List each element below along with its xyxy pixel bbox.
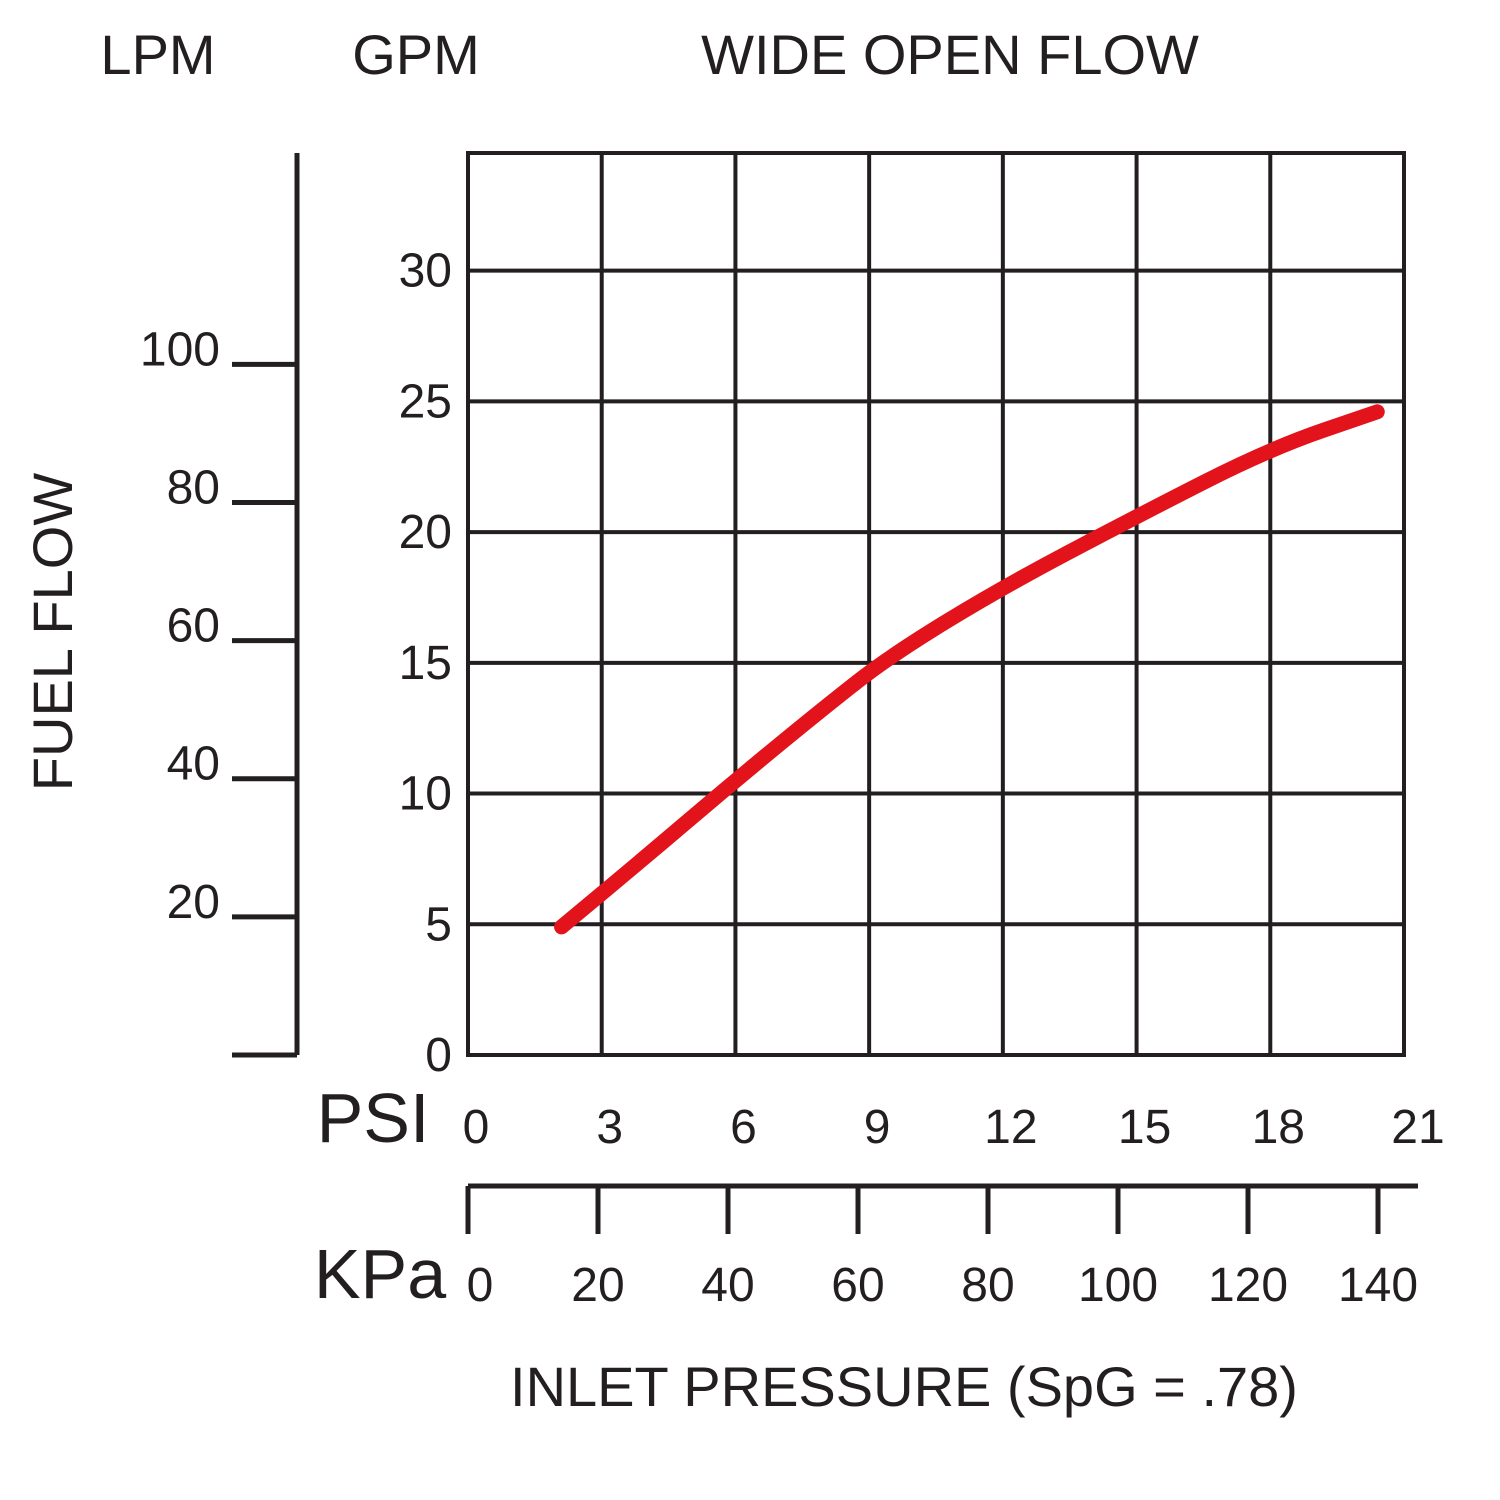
psi-axis-ticks: 0 3 6 9 12 15 18 21 xyxy=(463,1101,1445,1154)
psi-tick-label: 18 xyxy=(1252,1101,1305,1154)
kpa-tick-label: 60 xyxy=(831,1259,884,1312)
series-layer xyxy=(554,404,1385,935)
flow-curve xyxy=(554,404,1385,935)
lpm-axis-label: LPM xyxy=(100,23,215,86)
psi-tick-label: 21 xyxy=(1391,1101,1444,1154)
gpm-tick-label: 30 xyxy=(399,245,452,298)
lpm-tick-label: 20 xyxy=(167,876,220,929)
lpm-tick-label: 80 xyxy=(167,461,220,514)
gpm-tick-label: 20 xyxy=(399,506,452,559)
gpm-axis-label: GPM xyxy=(352,23,480,86)
gpm-tick-label: 25 xyxy=(399,375,452,428)
kpa-axis-label: KPa xyxy=(314,1235,446,1313)
psi-tick-label: 12 xyxy=(984,1101,1037,1154)
gpm-tick-label: 10 xyxy=(399,768,452,821)
lpm-axis: 20 40 60 80 100 xyxy=(140,153,300,1058)
gpm-axis-ticks: 0 5 10 15 20 25 30 xyxy=(399,245,452,1082)
chart-title: WIDE OPEN FLOW xyxy=(701,23,1199,86)
kpa-tick-label: 0 xyxy=(467,1259,494,1312)
grid xyxy=(466,151,1406,1057)
psi-axis-label: PSI xyxy=(317,1079,430,1157)
lpm-tick-label: 60 xyxy=(167,600,220,653)
psi-tick-label: 0 xyxy=(463,1101,490,1154)
lpm-tick-label: 100 xyxy=(140,323,220,376)
plot-border xyxy=(466,151,1406,1057)
psi-tick-label: 3 xyxy=(596,1101,623,1154)
gpm-tick-label: 5 xyxy=(425,898,452,951)
y-axis-label: FUEL FLOW xyxy=(21,473,84,792)
kpa-tick-label: 120 xyxy=(1208,1259,1288,1312)
kpa-tick-label: 20 xyxy=(571,1259,624,1312)
kpa-tick-label: 100 xyxy=(1078,1259,1158,1312)
kpa-tick-label: 140 xyxy=(1338,1259,1418,1312)
kpa-tick-label: 40 xyxy=(701,1259,754,1312)
kpa-tick-label: 80 xyxy=(961,1259,1014,1312)
lpm-tick-label: 40 xyxy=(167,738,220,791)
gpm-tick-label: 0 xyxy=(425,1029,452,1082)
psi-tick-label: 6 xyxy=(730,1101,757,1154)
psi-tick-label: 15 xyxy=(1118,1101,1171,1154)
gpm-tick-label: 15 xyxy=(399,637,452,690)
x-axis-label: INLET PRESSURE (SpG = .78) xyxy=(510,1355,1298,1418)
psi-tick-label: 9 xyxy=(864,1101,891,1154)
kpa-axis: 0 20 40 60 80 100 120 140 xyxy=(465,1183,1418,1312)
